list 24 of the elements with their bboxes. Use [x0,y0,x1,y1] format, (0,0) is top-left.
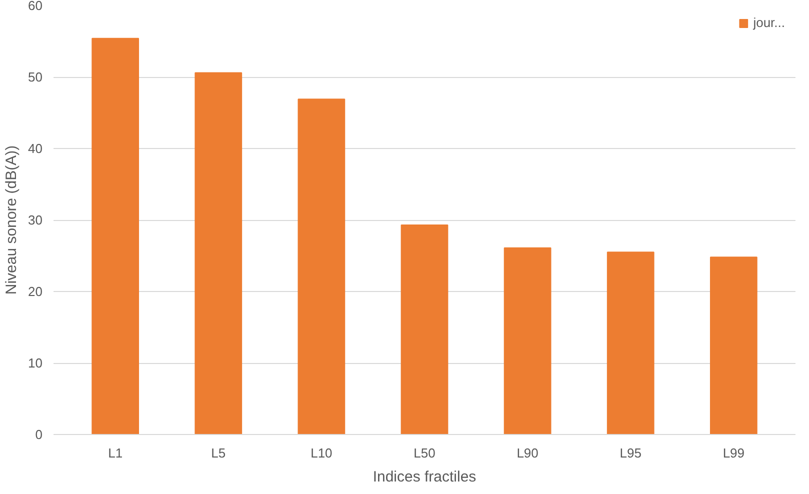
bar [606,252,654,434]
y-tick-label: 40 [28,141,43,156]
y-tick-label: 10 [28,356,43,370]
bar [194,72,242,434]
bar [400,224,448,434]
y-tick-label: 30 [28,212,43,228]
x-tick-label: L5 [211,446,226,460]
x-tick-label: L99 [722,446,745,460]
bar [504,247,552,434]
x-axis-title: Indices fractiles [372,468,476,486]
x-tick-label: L95 [620,446,642,460]
y-tick-label: 20 [28,284,43,299]
x-tick-label: L90 [516,446,538,460]
y-tick-label: 50 [28,70,43,84]
bar [710,256,758,434]
bar [92,38,140,434]
x-tick-label: L1 [108,446,123,460]
y-axis-title: Niveau sonore (dB(A)) [3,145,20,295]
y-tick-label: 0 [35,427,43,442]
x-tick-label: L50 [414,446,436,460]
legend-label: jour... [753,15,785,30]
bar [298,98,346,434]
x-tick-label: L10 [310,446,332,460]
y-tick-label: 60 [28,0,43,13]
